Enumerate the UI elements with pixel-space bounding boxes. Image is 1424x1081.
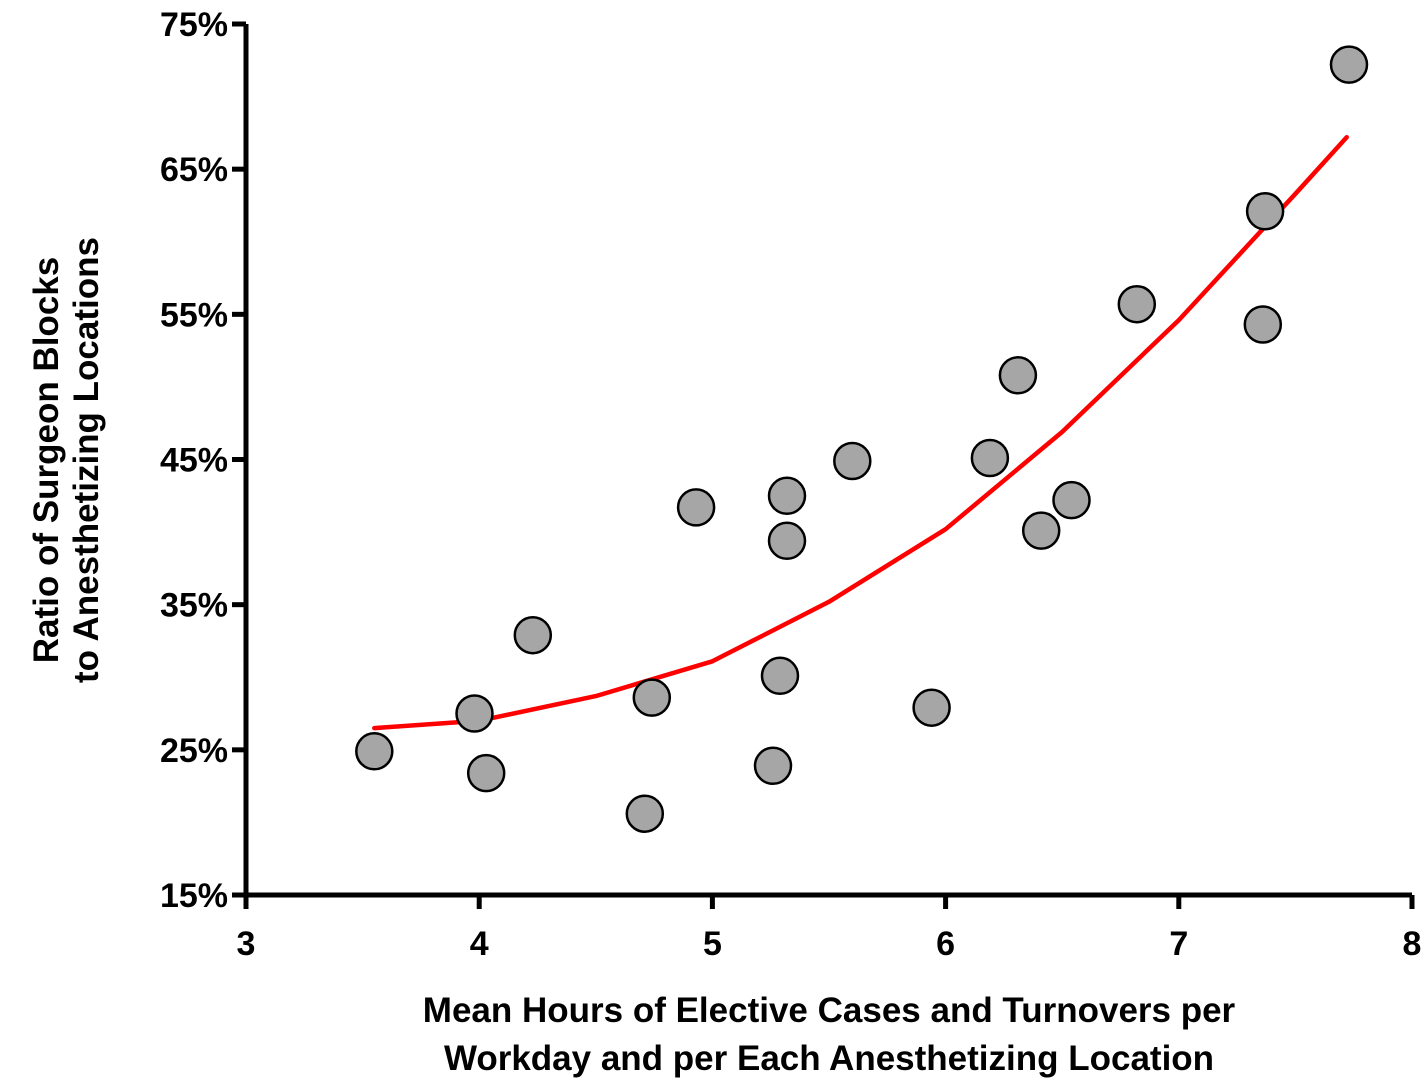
data-point [833, 441, 872, 481]
y-tick-label: 15% [160, 877, 228, 915]
x-tick-label: 4 [470, 925, 489, 963]
x-tick-label: 8 [1403, 925, 1422, 963]
data-point [912, 688, 951, 727]
y-tick-label: 65% [160, 151, 228, 189]
ticks-layer: 15% 25% 35% 45% 55% 65% 75% 3 4 5 6 7 8 [160, 6, 1422, 963]
y-tick-label: 35% [160, 587, 228, 625]
y-tick-label: 55% [160, 296, 228, 334]
data-point [466, 753, 506, 793]
points-layer [355, 45, 1369, 833]
data-point [767, 521, 807, 561]
x-tick-label: 7 [1169, 925, 1188, 963]
data-point [998, 356, 1038, 395]
data-point [1117, 284, 1157, 324]
data-point [760, 656, 800, 696]
data-point [625, 794, 665, 833]
data-point [1243, 305, 1283, 344]
data-point [1245, 192, 1285, 231]
x-tick-label: 3 [237, 925, 256, 963]
data-point [513, 615, 553, 655]
y-axis-title-line-2: to Anesthetizing Locations [67, 237, 106, 683]
x-tick-label: 6 [936, 925, 955, 963]
data-point [1021, 511, 1061, 550]
x-axis-title-line-1: Mean Hours of Elective Cases and Turnove… [423, 991, 1236, 1030]
axes-layer [233, 24, 1412, 898]
data-point [455, 694, 494, 733]
y-tick-label: 45% [160, 442, 228, 480]
y-tick-label: 25% [160, 732, 228, 770]
data-point [970, 438, 1010, 478]
x-tick-label: 5 [703, 925, 722, 963]
data-point [1329, 45, 1369, 84]
data-point [753, 746, 793, 786]
trendline-layer [372, 134, 1349, 731]
data-point [676, 488, 716, 527]
x-axis-title-line-2: Workday and per Each Anesthetizing Locat… [444, 1039, 1214, 1078]
trendline [372, 134, 1349, 731]
data-point [632, 678, 672, 717]
y-axis-title-line-1: Ratio of Surgeon Blocks [27, 257, 66, 663]
data-point [767, 476, 807, 516]
data-point [355, 732, 394, 771]
y-axis-title: Ratio of Surgeon Blocks to Anesthetizing… [27, 237, 106, 683]
y-tick-label: 75% [160, 6, 228, 44]
data-point [1052, 480, 1091, 520]
